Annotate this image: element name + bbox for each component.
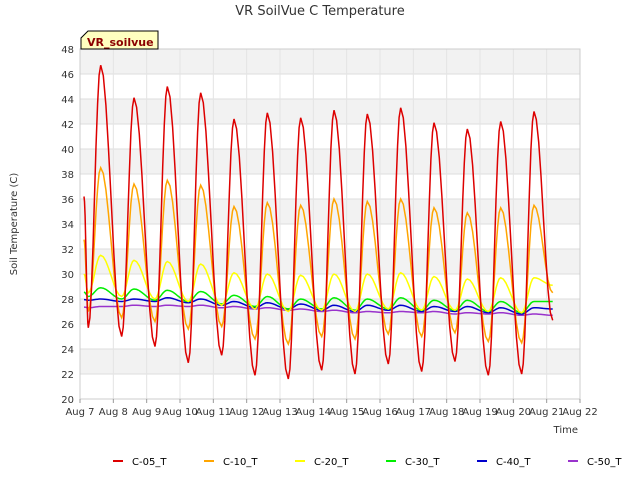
y-tick-label: 48 [61, 45, 74, 56]
x-tick-label: Aug 22 [562, 407, 597, 418]
x-tick-label: Aug 18 [429, 407, 464, 418]
x-tick-label: Aug 13 [262, 407, 297, 418]
series-line-c-30-t [83, 287, 553, 314]
y-tick-label: 40 [61, 145, 74, 156]
x-tick-label: Aug 14 [296, 407, 331, 418]
x-tick-label: Aug 15 [329, 407, 364, 418]
legend-label: C-10_T [223, 457, 258, 468]
y-tick-label: 26 [61, 320, 74, 331]
y-tick-label: 30 [61, 270, 74, 281]
x-axis-label: Time [553, 425, 578, 436]
y-tick-label: 20 [61, 395, 74, 406]
y-tick-label: 36 [61, 195, 74, 206]
plot-band [80, 249, 580, 274]
legend-label: C-40_T [496, 457, 531, 468]
legend-label: C-05_T [132, 457, 167, 468]
legend: C-05_T C-10_T C-20_T C-30_T C-40_T C-50_T [113, 457, 622, 468]
legend-label: C-50_T [587, 457, 622, 468]
legend-label: C-30_T [405, 457, 440, 468]
x-tick-label: Aug 7 [65, 407, 94, 418]
x-tick-label: Aug 20 [496, 407, 531, 418]
legend-label: C-20_T [314, 457, 349, 468]
chart-title: VR SoilVue C Temperature [235, 4, 404, 19]
plot-band [80, 74, 580, 99]
series-lines [83, 65, 554, 380]
x-tick-label: Aug 12 [229, 407, 264, 418]
y-tick-label: 28 [61, 295, 74, 306]
plot-band [80, 324, 580, 349]
y-axis-ticks: 20 22 24 26 28 30 32 34 36 38 40 42 44 46 48 [61, 45, 74, 406]
y-axis-label: Soil Temperature (C) [9, 173, 20, 276]
plot-band [80, 374, 580, 399]
plot-band [80, 349, 580, 374]
plot-band [80, 49, 580, 74]
y-tick-label: 46 [61, 70, 74, 81]
series-line-c-20-t [83, 254, 553, 314]
series-line-c-40-t [84, 297, 553, 315]
x-tick-label: Aug 9 [132, 407, 161, 418]
x-tick-label: Aug 17 [396, 407, 431, 418]
plot-band [80, 274, 580, 299]
x-tick-label: Aug 21 [529, 407, 564, 418]
station-badge: VR_soilvue [80, 30, 159, 50]
y-tick-label: 34 [61, 220, 74, 231]
y-tick-label: 22 [61, 370, 74, 381]
series-line-c-05-t [83, 65, 554, 380]
y-tick-label: 38 [61, 170, 74, 181]
x-tick-label: Aug 19 [462, 407, 497, 418]
y-tick-label: 44 [61, 95, 74, 106]
series-line-c-50-t [84, 304, 553, 317]
station-badge-label: VR_soilvue [87, 36, 154, 49]
x-tick-label: Aug 11 [196, 407, 231, 418]
y-tick-label: 32 [61, 245, 74, 256]
x-tick-label: Aug 8 [99, 407, 128, 418]
station-badge-box [80, 30, 159, 50]
y-tick-label: 42 [61, 120, 74, 131]
y-tick-label: 24 [61, 345, 74, 356]
series-line-c-10-t [83, 165, 554, 347]
plot-band [80, 99, 580, 124]
plot-frame [79, 48, 581, 400]
x-tick-label: Aug 16 [362, 407, 397, 418]
x-tick-label: Aug 10 [162, 407, 197, 418]
